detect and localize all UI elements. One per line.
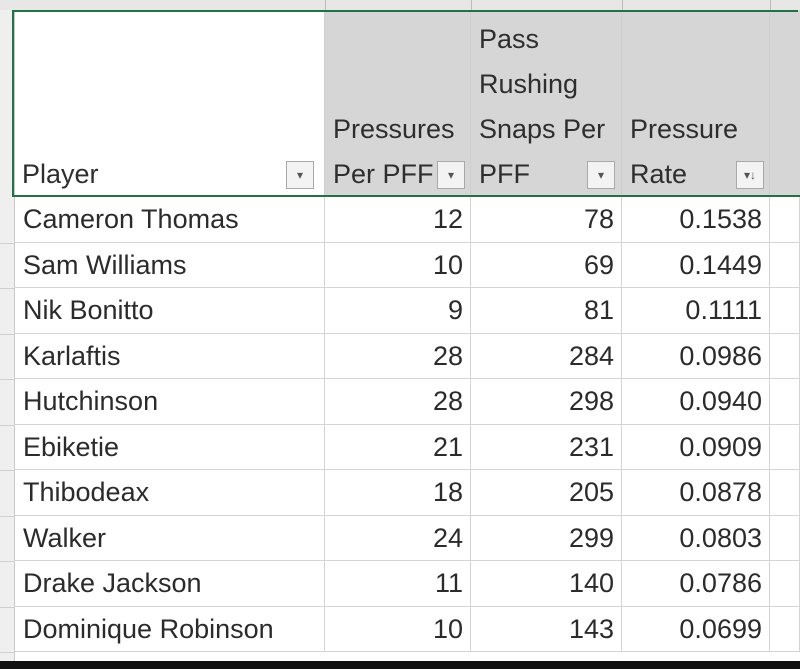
cell-player[interactable]: Thibodeax xyxy=(14,470,325,515)
cell-pressure-rate[interactable]: 0.0986 xyxy=(622,333,770,378)
cell-pressures[interactable]: 11 xyxy=(325,561,471,606)
dropdown-arrow-icon[interactable]: ▾ xyxy=(587,161,615,189)
cell-snaps[interactable]: 205 xyxy=(471,470,622,515)
row-divider xyxy=(0,470,14,471)
cell-pressure-rate[interactable]: 0.0699 xyxy=(622,606,770,651)
cell-pressure-rate[interactable]: 0.1538 xyxy=(622,197,770,242)
column-divider xyxy=(471,0,472,10)
cell-empty[interactable] xyxy=(770,606,800,651)
cell-snaps[interactable]: 298 xyxy=(471,379,622,424)
table-row: Hutchinson 28 298 0.0940 xyxy=(14,379,800,425)
cell-pressure-rate[interactable]: 0.0803 xyxy=(622,515,770,560)
cell-empty[interactable] xyxy=(770,515,800,560)
cell-player[interactable]: Cameron Thomas xyxy=(14,197,325,242)
cell-snaps[interactable]: 78 xyxy=(471,197,622,242)
cell-empty[interactable] xyxy=(770,333,800,378)
cell-player[interactable]: Walker xyxy=(14,515,325,560)
header-pressures-label: Pressures Per PFF xyxy=(333,114,455,189)
cell-player[interactable]: Karlaftis xyxy=(14,333,325,378)
cell-snaps[interactable]: 143 xyxy=(471,606,622,651)
header-bottom-border xyxy=(12,195,800,197)
cell-pressures[interactable]: 9 xyxy=(325,288,471,333)
cell-pressure-rate[interactable]: 0.0878 xyxy=(622,470,770,515)
cell-empty[interactable] xyxy=(770,561,800,606)
cell-pressures[interactable]: 28 xyxy=(325,333,471,378)
cell-pressures[interactable]: 21 xyxy=(325,424,471,469)
row-divider xyxy=(0,288,14,289)
table-row: Cameron Thomas 12 78 0.1538 xyxy=(14,197,800,243)
row-divider xyxy=(0,561,14,562)
cell-pressure-rate[interactable]: 0.1111 xyxy=(622,288,770,333)
column-divider xyxy=(770,0,771,10)
dropdown-arrow-icon[interactable]: ▾ xyxy=(286,161,314,189)
table-row: Walker 24 299 0.0803 xyxy=(14,515,800,561)
column-divider xyxy=(622,0,623,10)
cell-empty[interactable] xyxy=(770,424,800,469)
cell-pressures[interactable]: 18 xyxy=(325,470,471,515)
cell-pressures[interactable]: 10 xyxy=(325,606,471,651)
header-player-label: Player xyxy=(22,159,99,189)
table-row: Thibodeax 18 205 0.0878 xyxy=(14,470,800,516)
header-pass-rushing-snaps-label: Pass Rushing Snaps Per PFF xyxy=(479,24,606,189)
row-divider xyxy=(0,424,14,426)
cell-pressure-rate[interactable]: 0.0909 xyxy=(622,424,770,469)
dropdown-arrow-icon[interactable]: ▾ xyxy=(437,161,465,189)
cell-snaps[interactable]: 284 xyxy=(471,333,622,378)
cell-pressure-rate[interactable]: 0.0786 xyxy=(622,561,770,606)
cell-snaps[interactable]: 81 xyxy=(471,288,622,333)
table-row: Karlaftis 28 284 0.0986 xyxy=(14,333,800,379)
cell-pressures[interactable]: 24 xyxy=(325,515,471,560)
cell-pressure-rate[interactable]: 0.1449 xyxy=(622,242,770,287)
cell-pressures[interactable]: 28 xyxy=(325,379,471,424)
row-divider xyxy=(0,652,14,653)
cell-player[interactable]: Drake Jackson xyxy=(14,561,325,606)
cell-pressures[interactable]: 12 xyxy=(325,197,471,242)
cell-snaps[interactable]: 299 xyxy=(471,515,622,560)
cell-snaps[interactable]: 231 xyxy=(471,424,622,469)
table-row: Dominique Robinson 10 143 0.0699 xyxy=(14,606,800,652)
table-row: Drake Jackson 11 140 0.0786 xyxy=(14,561,800,607)
cell-empty[interactable] xyxy=(770,197,800,242)
table-row: Ebiketie 21 231 0.0909 xyxy=(14,424,800,470)
table-row: Nik Bonitto 9 81 0.1111 xyxy=(14,288,800,334)
sort-descending-filter-icon[interactable]: ▾↓ xyxy=(736,161,764,189)
row-divider xyxy=(0,515,14,517)
row-divider xyxy=(0,379,14,380)
row-divider xyxy=(0,606,14,608)
cell-empty[interactable] xyxy=(770,379,800,424)
header-pressures[interactable]: Pressures Per PFF ▾ xyxy=(325,10,471,197)
header-empty[interactable] xyxy=(770,10,800,197)
header-pressure-rate-label: Pressure Rate xyxy=(630,114,739,189)
header-pass-rushing-snaps[interactable]: Pass Rushing Snaps Per PFF ▾ xyxy=(471,10,622,197)
cell-empty[interactable] xyxy=(770,470,800,515)
column-header-strip xyxy=(0,0,800,10)
cell-player[interactable]: Dominique Robinson xyxy=(14,606,325,651)
header-pressure-rate[interactable]: Pressure Rate ▾↓ xyxy=(622,10,770,197)
cell-snaps[interactable]: 140 xyxy=(471,561,622,606)
cell-snaps[interactable]: 69 xyxy=(471,242,622,287)
table-row: Sam Williams 10 69 0.1449 xyxy=(14,242,800,288)
row-header-gutter xyxy=(0,10,15,661)
bottom-edge xyxy=(0,661,800,669)
cell-pressures[interactable]: 10 xyxy=(325,242,471,287)
row-divider xyxy=(0,242,14,244)
row-divider xyxy=(0,333,14,335)
cell-player[interactable]: Ebiketie xyxy=(14,424,325,469)
cell-player[interactable]: Nik Bonitto xyxy=(14,288,325,333)
header-player[interactable]: Player ▾ xyxy=(14,10,325,197)
column-divider xyxy=(325,0,326,10)
cell-empty[interactable] xyxy=(770,288,800,333)
cell-empty[interactable] xyxy=(770,242,800,287)
cell-player[interactable]: Sam Williams xyxy=(14,242,325,287)
table-header-row: Player ▾ Pressures Per PFF ▾ Pass Rushin… xyxy=(14,10,800,197)
cell-player[interactable]: Hutchinson xyxy=(14,379,325,424)
cell-pressure-rate[interactable]: 0.0940 xyxy=(622,379,770,424)
